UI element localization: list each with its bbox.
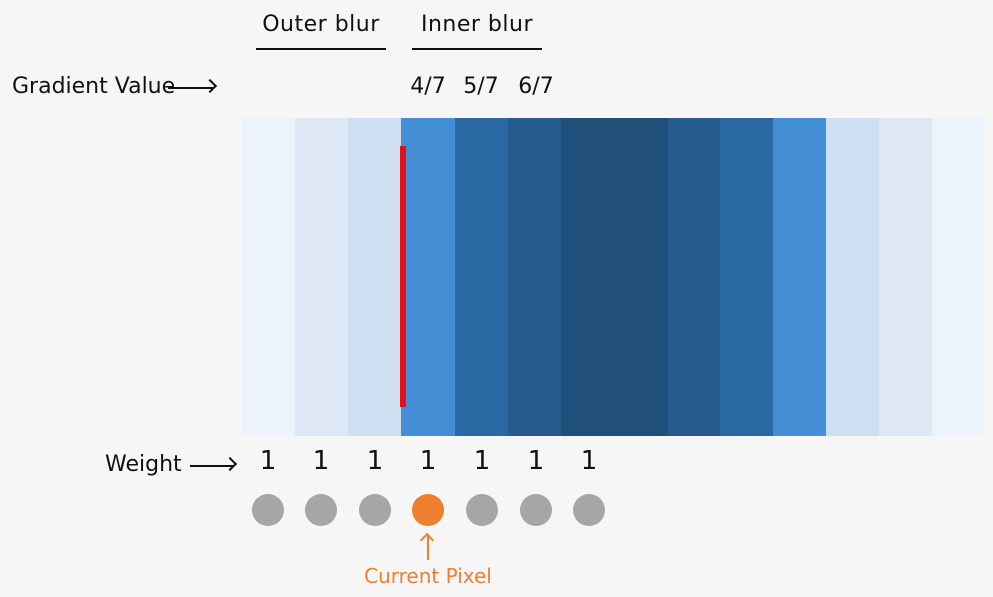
gradient-band [561,118,614,436]
gradient-band [614,118,668,436]
weight-arrow-icon [190,465,234,467]
current-pixel-label: Current Pixel [364,564,492,588]
current-pixel-arrow-icon [427,534,429,560]
gradient-band [879,118,932,436]
fraction-label: 6/7 [518,74,554,99]
weight-value: 1 [580,446,598,476]
gradient-band [348,118,401,436]
weight-value: 1 [366,446,384,476]
weight-value: 1 [473,446,491,476]
gradient-band [773,118,826,436]
sample-dot [520,494,552,526]
gradient-band [455,118,508,436]
gradient-band [932,118,985,436]
gradient-value-label: Gradient Value [12,74,176,99]
inner-blur-header: Inner blur [420,12,533,37]
weight-value: 1 [419,446,437,476]
sample-dot [573,494,605,526]
gradient-band [668,118,720,436]
gradient-band [242,118,295,436]
sample-dot [252,494,284,526]
current-pixel-dot [412,494,444,526]
outer-blur-underline [256,48,386,50]
gradient-band [826,118,879,436]
inner-blur-underline [412,48,542,50]
gradient-band [401,118,455,436]
edge-marker [400,146,406,407]
weight-value: 1 [527,446,545,476]
sample-dot [305,494,337,526]
gradient-value-arrow-icon [168,87,214,89]
weight-value: 1 [259,446,277,476]
weight-label: Weight [105,452,182,477]
fraction-label: 5/7 [463,74,499,99]
gradient-band [720,118,773,436]
fraction-label: 4/7 [410,74,446,99]
gradient-band [295,118,348,436]
gradient-band [508,118,561,436]
weight-value: 1 [312,446,330,476]
sample-dot [359,494,391,526]
sample-dot [466,494,498,526]
outer-blur-header: Outer blur [262,12,380,37]
